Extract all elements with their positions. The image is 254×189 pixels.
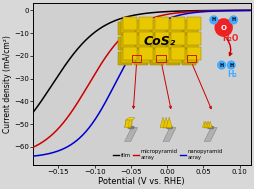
Legend: film, micropyramid
array, nanopyramid
array: film, micropyramid array, nanopyramid ar… (110, 147, 225, 162)
X-axis label: Potential (V vs. RHE): Potential (V vs. RHE) (98, 177, 185, 186)
Y-axis label: Current density (mA/cm²): Current density (mA/cm²) (4, 35, 12, 133)
